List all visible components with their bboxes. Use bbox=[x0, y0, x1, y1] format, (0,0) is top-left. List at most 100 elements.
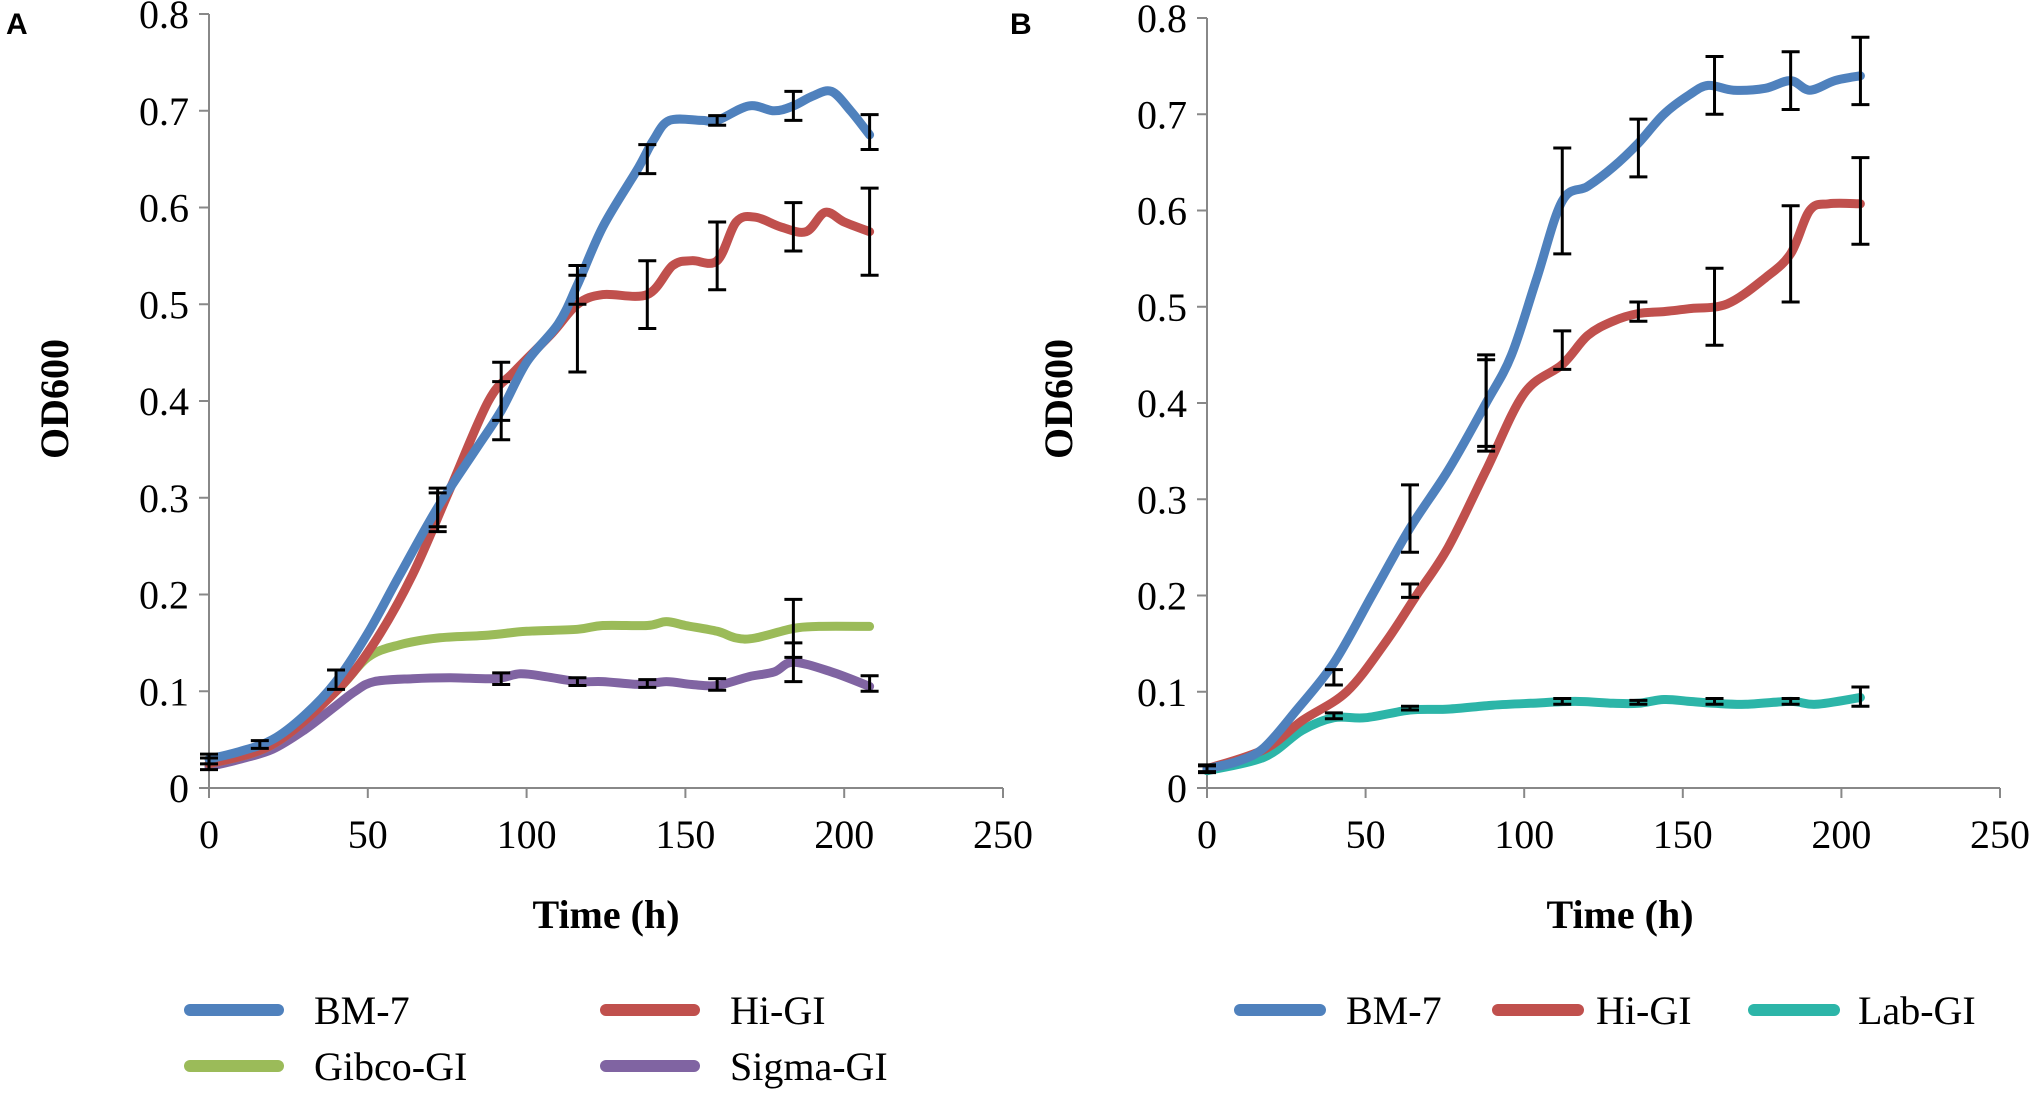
panel-b-y-axis-title: OD600 bbox=[1036, 339, 1081, 459]
panel-b-x-tick-label: 250 bbox=[1970, 812, 2030, 857]
panel-b-error-bar-bm-7 bbox=[1781, 50, 1800, 111]
panel-b-y-tick-label: 0.7 bbox=[1137, 92, 1187, 137]
panel-a-error-bar-sigma-gi bbox=[492, 671, 511, 686]
panel-a-error-bar-hi-gi bbox=[708, 220, 727, 292]
panel-a-series-line-sigma-gi bbox=[204, 657, 875, 772]
panel-a-error-bar-layer bbox=[200, 89, 879, 772]
panel-b-series-line-bm-7 bbox=[1202, 71, 1865, 774]
panel-a-series-line-bm-7 bbox=[204, 86, 875, 764]
panel-a-error-bar-bm-7 bbox=[860, 113, 879, 151]
panel-b-error-bar-hi-gi bbox=[1705, 266, 1724, 347]
panel-a-label: A bbox=[6, 8, 28, 41]
panel-b-error-bar-bm-7 bbox=[1401, 483, 1420, 554]
panel-a-y-tick-label: 0.4 bbox=[139, 379, 189, 424]
panel-a-y-tick-label: 0.1 bbox=[139, 669, 189, 714]
panel-a-x-tick-label: 100 bbox=[497, 812, 557, 857]
panel-a-error-bar-hi-gi bbox=[428, 491, 447, 534]
panel-b-error-bar-lab-gi bbox=[1851, 685, 1870, 708]
panel-b-y-tick-label: 0 bbox=[1167, 766, 1187, 811]
panel-b-y-tick-label: 0.2 bbox=[1137, 574, 1187, 619]
panel-a-legend: BM-7 Hi-GI Gibco-GI Sigma-GI bbox=[184, 988, 888, 1089]
legend-label-higi-a: Hi-GI bbox=[730, 988, 826, 1033]
legend-label-sigma-a: Sigma-GI bbox=[730, 1044, 888, 1089]
panel-b-error-bar-hi-gi bbox=[1629, 300, 1648, 323]
panel-a-x-tick-label: 250 bbox=[973, 812, 1033, 857]
panel-b-error-bar-lab-gi bbox=[1553, 696, 1572, 706]
panel-b-error-bar-lab-gi bbox=[1781, 696, 1800, 706]
panel-a-series-line-gibco-gi bbox=[204, 617, 875, 769]
panel-a-series-line-hi-gi bbox=[204, 207, 875, 769]
panel-b-error-bar-lab-gi bbox=[1198, 764, 1216, 774]
panel-a-x-tick-label: 0 bbox=[199, 812, 219, 857]
panel-b-error-bar-lab-gi bbox=[1401, 704, 1420, 712]
panel-a-error-bar-bm-7 bbox=[708, 114, 727, 127]
panel-b-error-bar-lab-gi bbox=[1324, 711, 1343, 721]
panel-b-label: B bbox=[1010, 8, 1032, 41]
panel-b-error-bar-lab-gi bbox=[1705, 696, 1724, 706]
panel-b-x-tick-label: 100 bbox=[1494, 812, 1554, 857]
panel-b-series-layer bbox=[1202, 71, 1865, 776]
panel-b-error-bar-layer bbox=[1198, 35, 1870, 775]
panel-a-x-tick-label: 50 bbox=[348, 812, 388, 857]
panel-b-error-bar-bm-7 bbox=[1851, 35, 1870, 107]
panel-b-error-bar-hi-gi bbox=[1477, 358, 1496, 448]
panel-b-x-axis-title: Time (h) bbox=[1546, 892, 1693, 937]
panel-a: A 0 0.1 0.2 0.3 0.4 0.5 0.6 0.7 0.8 0 50 100 150 200 2… bbox=[6, 0, 1033, 937]
panel-b-x-tick-label: 0 bbox=[1197, 812, 1217, 857]
panel-a-plot-area: 0 0.1 0.2 0.3 0.4 0.5 0.6 0.7 0.8 0 50 100 150 200 250 bbox=[139, 0, 1033, 857]
panel-a-error-bar-sigma-gi bbox=[860, 674, 879, 693]
panel-a-error-bar-sigma-gi bbox=[784, 641, 803, 684]
panel-b-y-tick-label: 0.3 bbox=[1137, 477, 1187, 522]
panel-a-y-tick-label: 0.7 bbox=[139, 89, 189, 134]
panel-b-x-tick-label: 150 bbox=[1653, 812, 1713, 857]
panel-b-error-bar-bm-7 bbox=[1629, 117, 1648, 179]
legend-label-labgi-b: Lab-GI bbox=[1858, 988, 1976, 1033]
panel-a-x-axis-title: Time (h) bbox=[532, 892, 679, 937]
panel-a-error-bar-bm-7 bbox=[250, 739, 269, 750]
panel-a-y-tick-label: 0.8 bbox=[139, 0, 189, 37]
panel-b-y-tick-label: 0.8 bbox=[1137, 0, 1187, 41]
panel-b-series-line-lab-gi bbox=[1202, 693, 1865, 776]
panel-a-y-tick-label: 0 bbox=[169, 766, 189, 811]
panel-b-error-bar-hi-gi bbox=[1851, 156, 1870, 246]
panel-b-error-bar-bm-7 bbox=[1324, 668, 1343, 687]
panel-a-error-bar-hi-gi bbox=[860, 186, 879, 277]
panel-a-error-bar-sigma-gi bbox=[708, 677, 727, 692]
panel-b-error-bar-hi-gi bbox=[1553, 329, 1572, 371]
panel-a-x-tick-label: 150 bbox=[655, 812, 715, 857]
panel-a-error-bar-bm-7 bbox=[784, 89, 803, 122]
panel-a-error-bar-hi-gi bbox=[638, 259, 657, 330]
panel-b-y-tick-label: 0.5 bbox=[1137, 285, 1187, 330]
panel-b: B 0 0.1 0.2 0.3 0.4 0.5 0.6 0.7 0.8 0 50 100 150 200 2… bbox=[1010, 0, 2030, 937]
panel-a-y-axis-title: OD600 bbox=[32, 339, 77, 459]
panel-a-y-tick-label: 0.5 bbox=[139, 282, 189, 327]
panel-a-y-tick-label: 0.6 bbox=[139, 186, 189, 231]
panel-b-plot-area: 0 0.1 0.2 0.3 0.4 0.5 0.6 0.7 0.8 0 50 100 150 200 250 bbox=[1137, 0, 2030, 857]
panel-b-y-tick-label: 0.6 bbox=[1137, 189, 1187, 234]
legend-label-higi-b: Hi-GI bbox=[1596, 988, 1692, 1033]
panel-b-error-bar-lab-gi bbox=[1629, 698, 1648, 706]
panel-b-x-tick-label: 200 bbox=[1811, 812, 1871, 857]
panel-a-series-layer bbox=[204, 86, 875, 772]
panel-a-error-bar-bm-7 bbox=[327, 668, 346, 691]
panel-a-y-tick-label: 0.2 bbox=[139, 573, 189, 618]
panel-a-error-bar-hi-gi bbox=[568, 273, 587, 374]
panel-b-x-tick-label: 50 bbox=[1346, 812, 1386, 857]
panel-b-error-bar-hi-gi bbox=[1401, 582, 1420, 599]
panel-a-error-bar-hi-gi bbox=[784, 201, 803, 253]
panel-a-error-bar-hi-gi bbox=[492, 360, 511, 422]
panel-b-error-bar-bm-7 bbox=[1553, 146, 1572, 256]
panel-b-y-tick-label: 0.1 bbox=[1137, 670, 1187, 715]
legend-label-bm7-a: BM-7 bbox=[314, 988, 410, 1033]
panel-b-legend: BM-7 Hi-GI Lab-GI bbox=[1234, 988, 1976, 1033]
legend-label-gibco-a: Gibco-GI bbox=[314, 1044, 467, 1089]
panel-b-error-bar-bm-7 bbox=[1705, 55, 1724, 116]
panel-a-error-bar-bm-7 bbox=[638, 143, 657, 176]
panel-a-x-tick-label: 200 bbox=[814, 812, 874, 857]
panel-b-y-tick-label: 0.4 bbox=[1137, 381, 1187, 426]
panel-a-error-bar-sigma-gi bbox=[200, 756, 218, 772]
panel-a-error-bar-sigma-gi bbox=[638, 678, 657, 689]
panel-b-error-bar-hi-gi bbox=[1781, 204, 1800, 304]
legend-label-bm7-b: BM-7 bbox=[1346, 988, 1442, 1033]
panel-a-y-tick-label: 0.3 bbox=[139, 476, 189, 521]
